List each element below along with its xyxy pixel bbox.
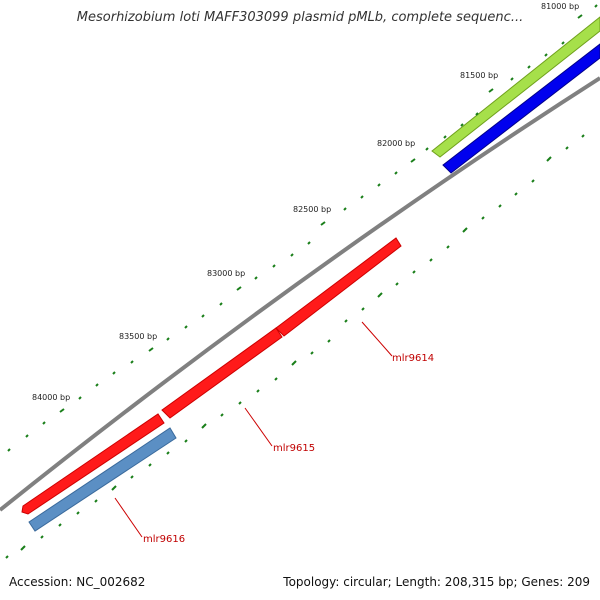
bp-label: 84000 bp <box>32 393 70 402</box>
label-leader <box>114 497 143 538</box>
bp-label: 83000 bp <box>207 269 245 278</box>
gene-mlr9614[interactable] <box>275 237 402 337</box>
inner-tick-dashes <box>5 134 585 559</box>
outer-tick-dashes <box>7 4 598 452</box>
gene-label-mlr9614: mlr9614 <box>392 353 434 364</box>
label-leader <box>361 321 393 357</box>
gene-label-mlr9615: mlr9615 <box>273 443 315 454</box>
map-title: Mesorhizobium loti MAFF303099 plasmid pM… <box>76 10 524 25</box>
bp-label: 82000 bp <box>377 139 415 148</box>
genome-summary: Topology: circular; Length: 208,315 bp; … <box>283 575 590 589</box>
label-leader <box>244 407 273 447</box>
genome-backbone <box>0 76 600 512</box>
gene-mlr9616[interactable] <box>28 427 177 532</box>
bp-label: 83500 bp <box>119 332 157 341</box>
gene-label-mlr9616: mlr9616 <box>143 534 185 545</box>
accession-label: Accession: NC_002682 <box>9 575 146 589</box>
gene-mlr9615[interactable] <box>161 327 283 419</box>
bp-label: 82500 bp <box>293 205 331 214</box>
gc-content-track <box>431 16 600 158</box>
bp-label: 81500 bp <box>460 71 498 80</box>
bp-label: 81000 bp <box>541 2 579 11</box>
gc-skew-track <box>442 43 600 174</box>
gene-mlr9616-forward[interactable] <box>21 413 165 515</box>
